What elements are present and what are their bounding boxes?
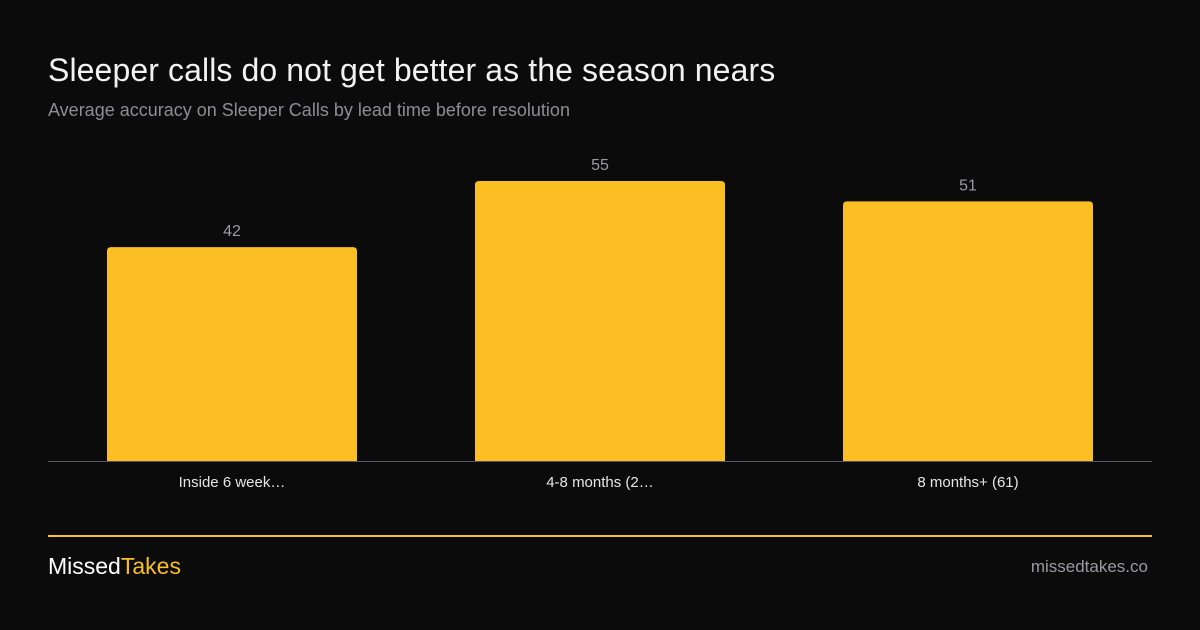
x-tick-label-2: 4-8 months (2… [546, 474, 654, 491]
site-url[interactable]: missedtakes.co [1030, 557, 1148, 576]
bar-2 [475, 181, 725, 461]
data-label-2: 55 [591, 157, 609, 174]
data-label-3: 51 [959, 177, 977, 194]
footer-divider [48, 535, 1152, 537]
bar-chart: 42 Inside 6 week… 55 4-8 months (2… 51 8 mont… [48, 157, 1152, 491]
brand-logo-part2: Takes [120, 553, 181, 579]
chart-subtitle: Average accuracy on Sleeper Calls by lea… [48, 100, 570, 120]
x-tick-label-1: Inside 6 week… [179, 474, 286, 491]
chart-title: Sleeper calls do not get better as the s… [48, 52, 776, 88]
brand-logo-part1: Missed [48, 553, 121, 579]
data-label-1: 42 [223, 223, 241, 240]
x-tick-label-3: 8 months+ (61) [917, 474, 1018, 491]
brand-logo: MissedTakes [48, 553, 181, 580]
bar-3 [843, 201, 1093, 461]
bar-1 [107, 247, 357, 461]
